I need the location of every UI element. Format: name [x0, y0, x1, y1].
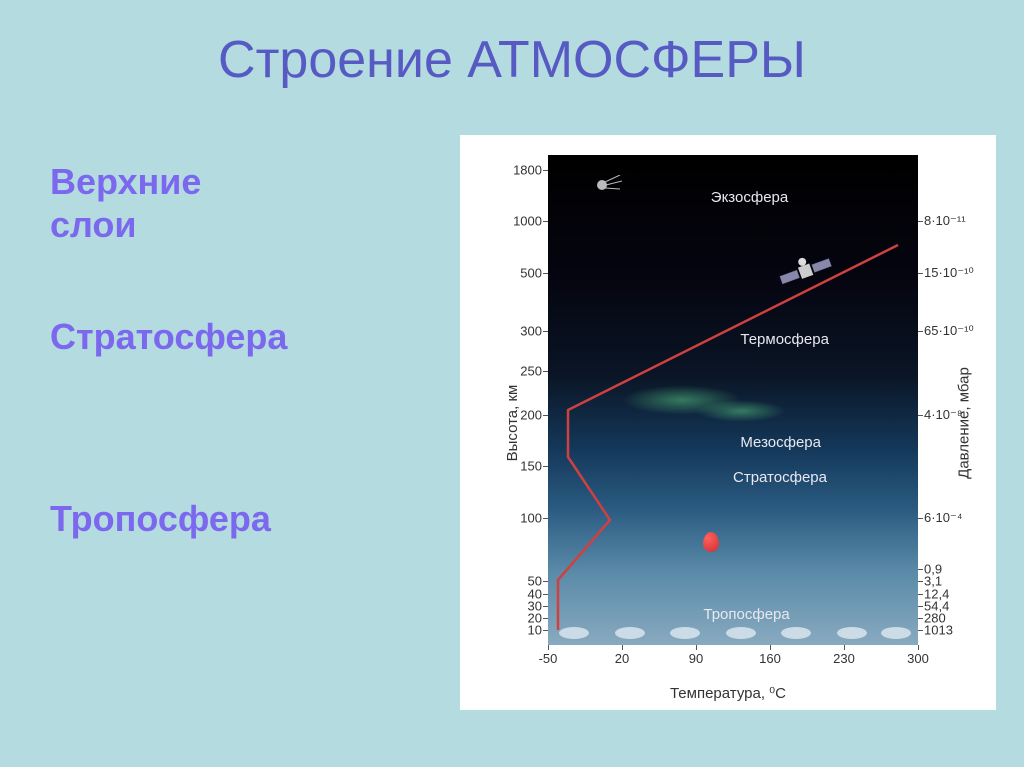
y-left-tick: 150 [520, 459, 542, 474]
y-left-tick: 50 [528, 574, 542, 589]
side-label-troposphere: Тропосфера [50, 498, 287, 540]
x-axis-label: Температура, ⁰С [670, 684, 786, 702]
y-right-tick: 65·10⁻¹⁰ [924, 323, 974, 339]
y-right-tick: 6·10⁻⁴ [924, 510, 962, 526]
atmosphere-chart: Высота, км Давление, мбар Температура, ⁰… [460, 135, 996, 710]
temperature-line [548, 155, 918, 645]
side-layer-list: Верхниеслои Стратосфера Тропосфера [50, 150, 287, 540]
y-left-tick: 500 [520, 265, 542, 280]
side-label-upper: Верхниеслои [50, 160, 287, 246]
y-left-tick: 200 [520, 407, 542, 422]
y-left-tick: 1000 [513, 214, 542, 229]
y-right-tick: 4·10⁻⁸ [924, 407, 962, 423]
x-tick: 20 [615, 651, 629, 666]
x-tick: -50 [539, 651, 558, 666]
y-left-tick: 1800 [513, 162, 542, 177]
y-axis-left-label: Высота, км [504, 384, 521, 461]
y-left-tick: 100 [520, 510, 542, 525]
y-right-tick: 0,9 [924, 562, 942, 577]
x-tick: 90 [689, 651, 703, 666]
y-left-tick: 250 [520, 363, 542, 378]
x-tick: 160 [759, 651, 781, 666]
x-tick: 230 [833, 651, 855, 666]
y-left-tick: 300 [520, 324, 542, 339]
side-label-stratosphere: Стратосфера [50, 316, 287, 358]
page-title: Строение АТМОСФЕРЫ [0, 0, 1024, 90]
y-right-tick: 15·10⁻¹⁰ [924, 265, 974, 281]
y-right-tick: 8·10⁻¹¹ [924, 213, 966, 229]
plot-area: Экзосфера Термосфера Мезосфера Стратосфе… [548, 155, 918, 645]
x-tick: 300 [907, 651, 929, 666]
